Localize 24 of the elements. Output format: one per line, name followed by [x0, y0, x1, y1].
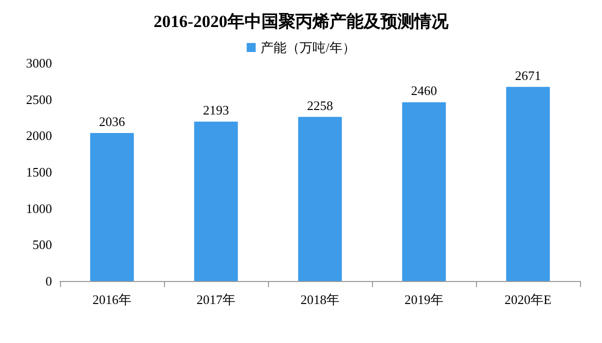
data-label: 2036 [99, 114, 126, 130]
y-tick-label: 0 [46, 274, 52, 288]
bar [194, 122, 238, 281]
bar [298, 116, 342, 281]
legend-label: 产能（万吨/年） [260, 40, 356, 55]
x-tick-label: 2017年 [196, 292, 236, 307]
data-label: 2258 [307, 98, 333, 113]
x-tick-label: 2018年 [300, 292, 340, 307]
bar [506, 86, 550, 281]
y-tick-label: 2500 [26, 92, 52, 107]
x-tick-label: 2019年 [404, 292, 444, 307]
y-tick-label: 1500 [26, 164, 52, 180]
data-label: 2460 [411, 83, 437, 98]
y-tick-label: 500 [32, 237, 52, 252]
y-tick-label: 3000 [26, 56, 52, 70]
x-tick-label: 2020年E [504, 292, 552, 307]
x-tick-label: 2016年 [92, 292, 132, 307]
bar [90, 133, 134, 281]
data-label: 2193 [203, 102, 229, 118]
y-tick-label: 2000 [26, 128, 52, 144]
y-tick-label: 1000 [26, 200, 52, 216]
data-label: 2671 [515, 68, 541, 83]
bar [402, 102, 446, 281]
chart-title: 2016-2020年中国聚丙烯产能及预测情况 [154, 12, 450, 31]
